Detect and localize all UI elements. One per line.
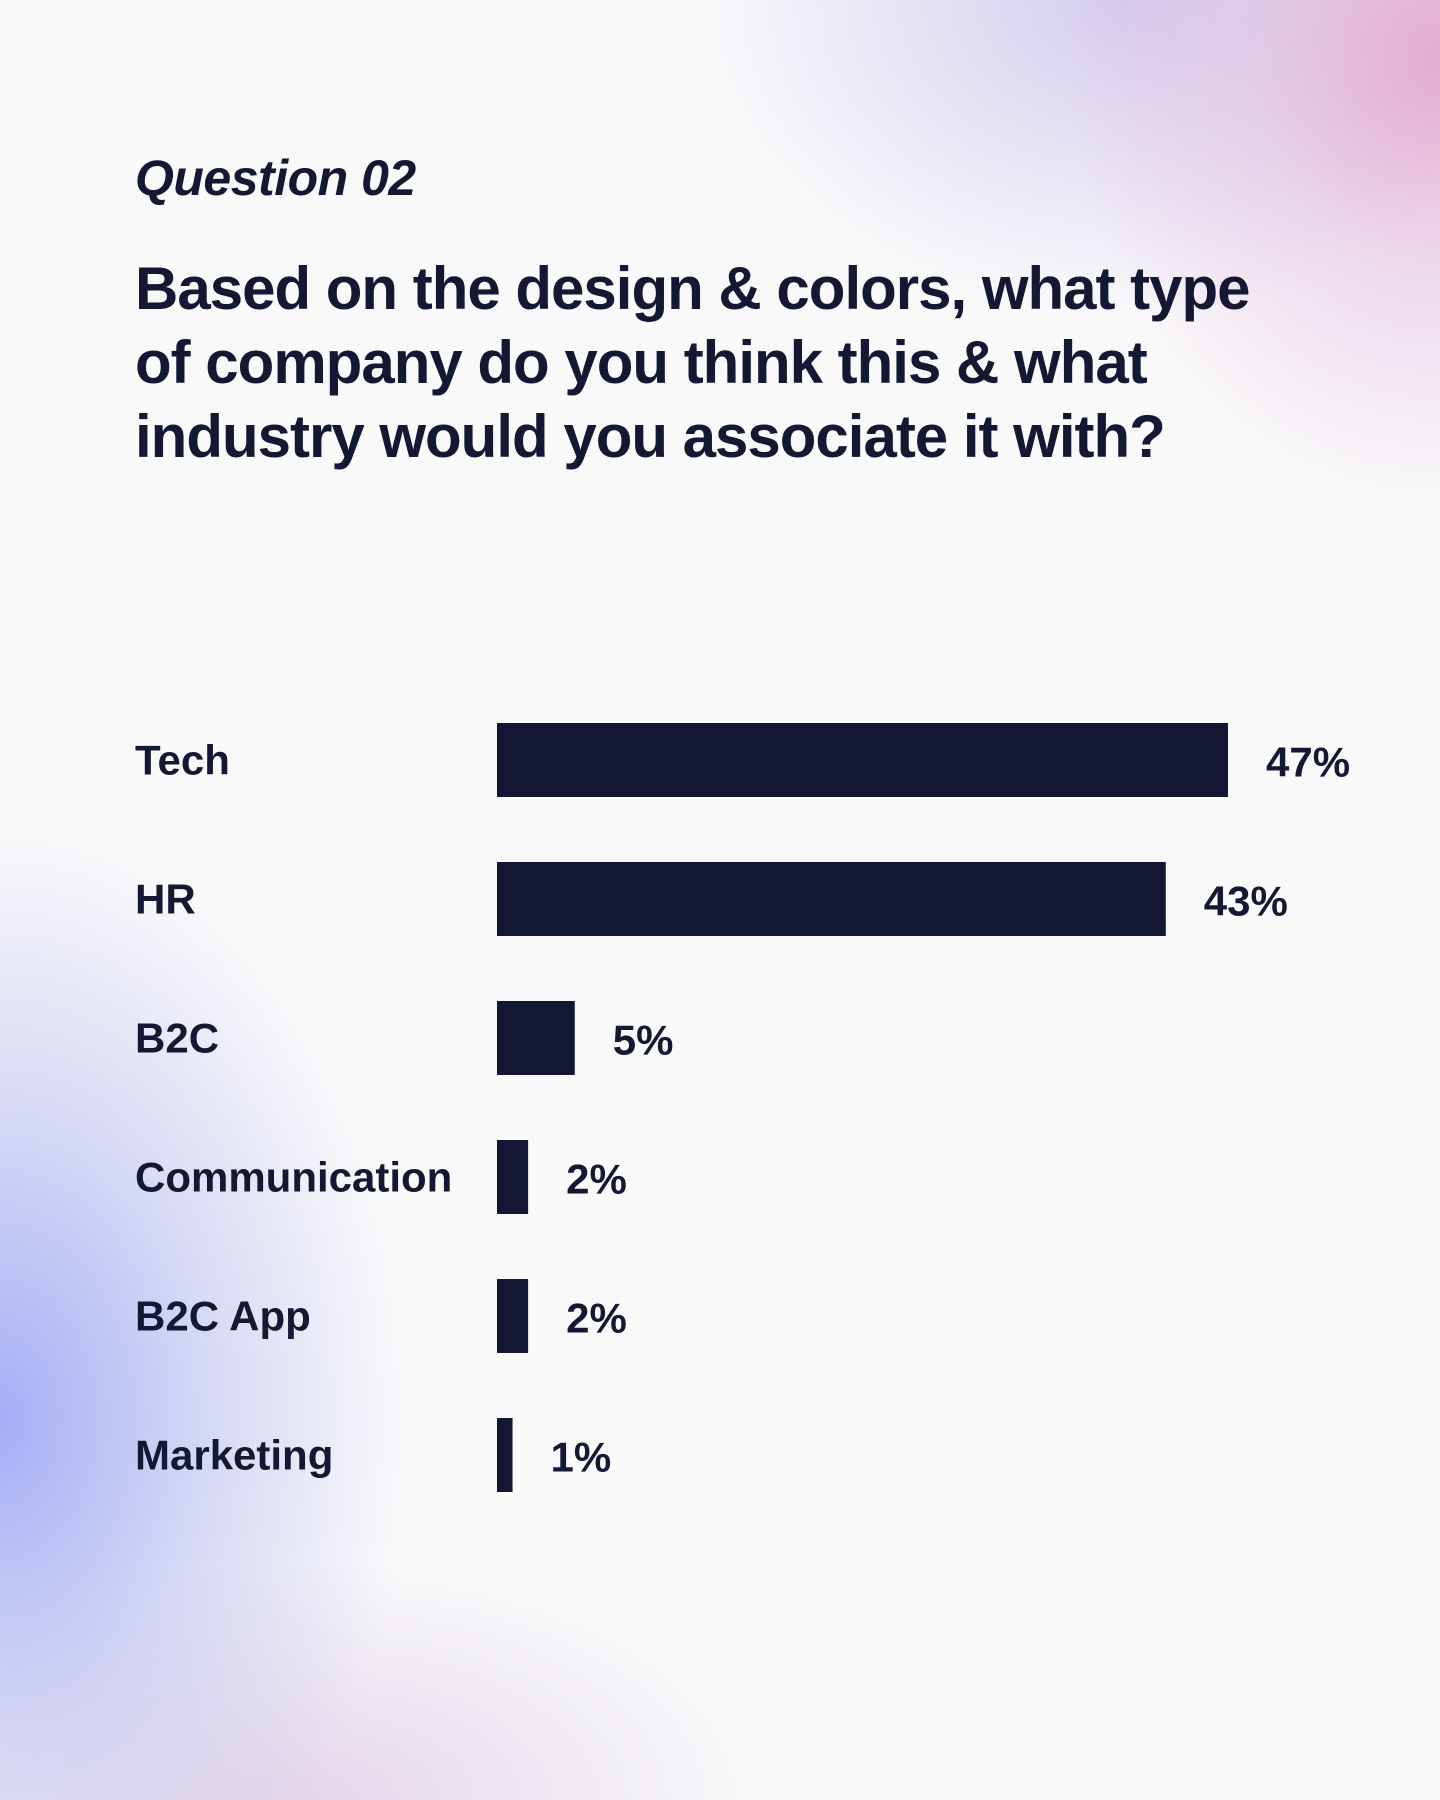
value-label-tech: 47% [1266,739,1350,786]
chart-rows: Tech 47% HR 43% B2C 5% Communication 2% B2C App 2… [135,723,1350,1492]
bar-communication [497,1140,529,1214]
value-label-marketing: 1% [551,1434,612,1481]
category-label-tech: Tech [135,737,230,784]
bar-hr [497,862,1166,936]
value-label-b2c-app: 2% [566,1295,627,1342]
category-label-marketing: Marketing [135,1432,333,1479]
value-label-hr: 43% [1204,878,1288,925]
bar-b2c-app [497,1279,529,1353]
category-label-b2c-app: B2C App [135,1293,311,1340]
category-label-communication: Communication [135,1154,452,1201]
question-text: Based on the design & colors, what type … [135,255,1251,470]
question-number: Question 02 [135,150,416,206]
category-label-b2c: B2C [135,1015,219,1062]
value-label-communication: 2% [566,1156,627,1203]
bar-marketing [497,1418,513,1492]
category-label-hr: HR [135,876,196,923]
value-label-b2c: 5% [613,1017,674,1064]
bar-b2c [497,1001,575,1075]
bar-tech [497,723,1228,797]
